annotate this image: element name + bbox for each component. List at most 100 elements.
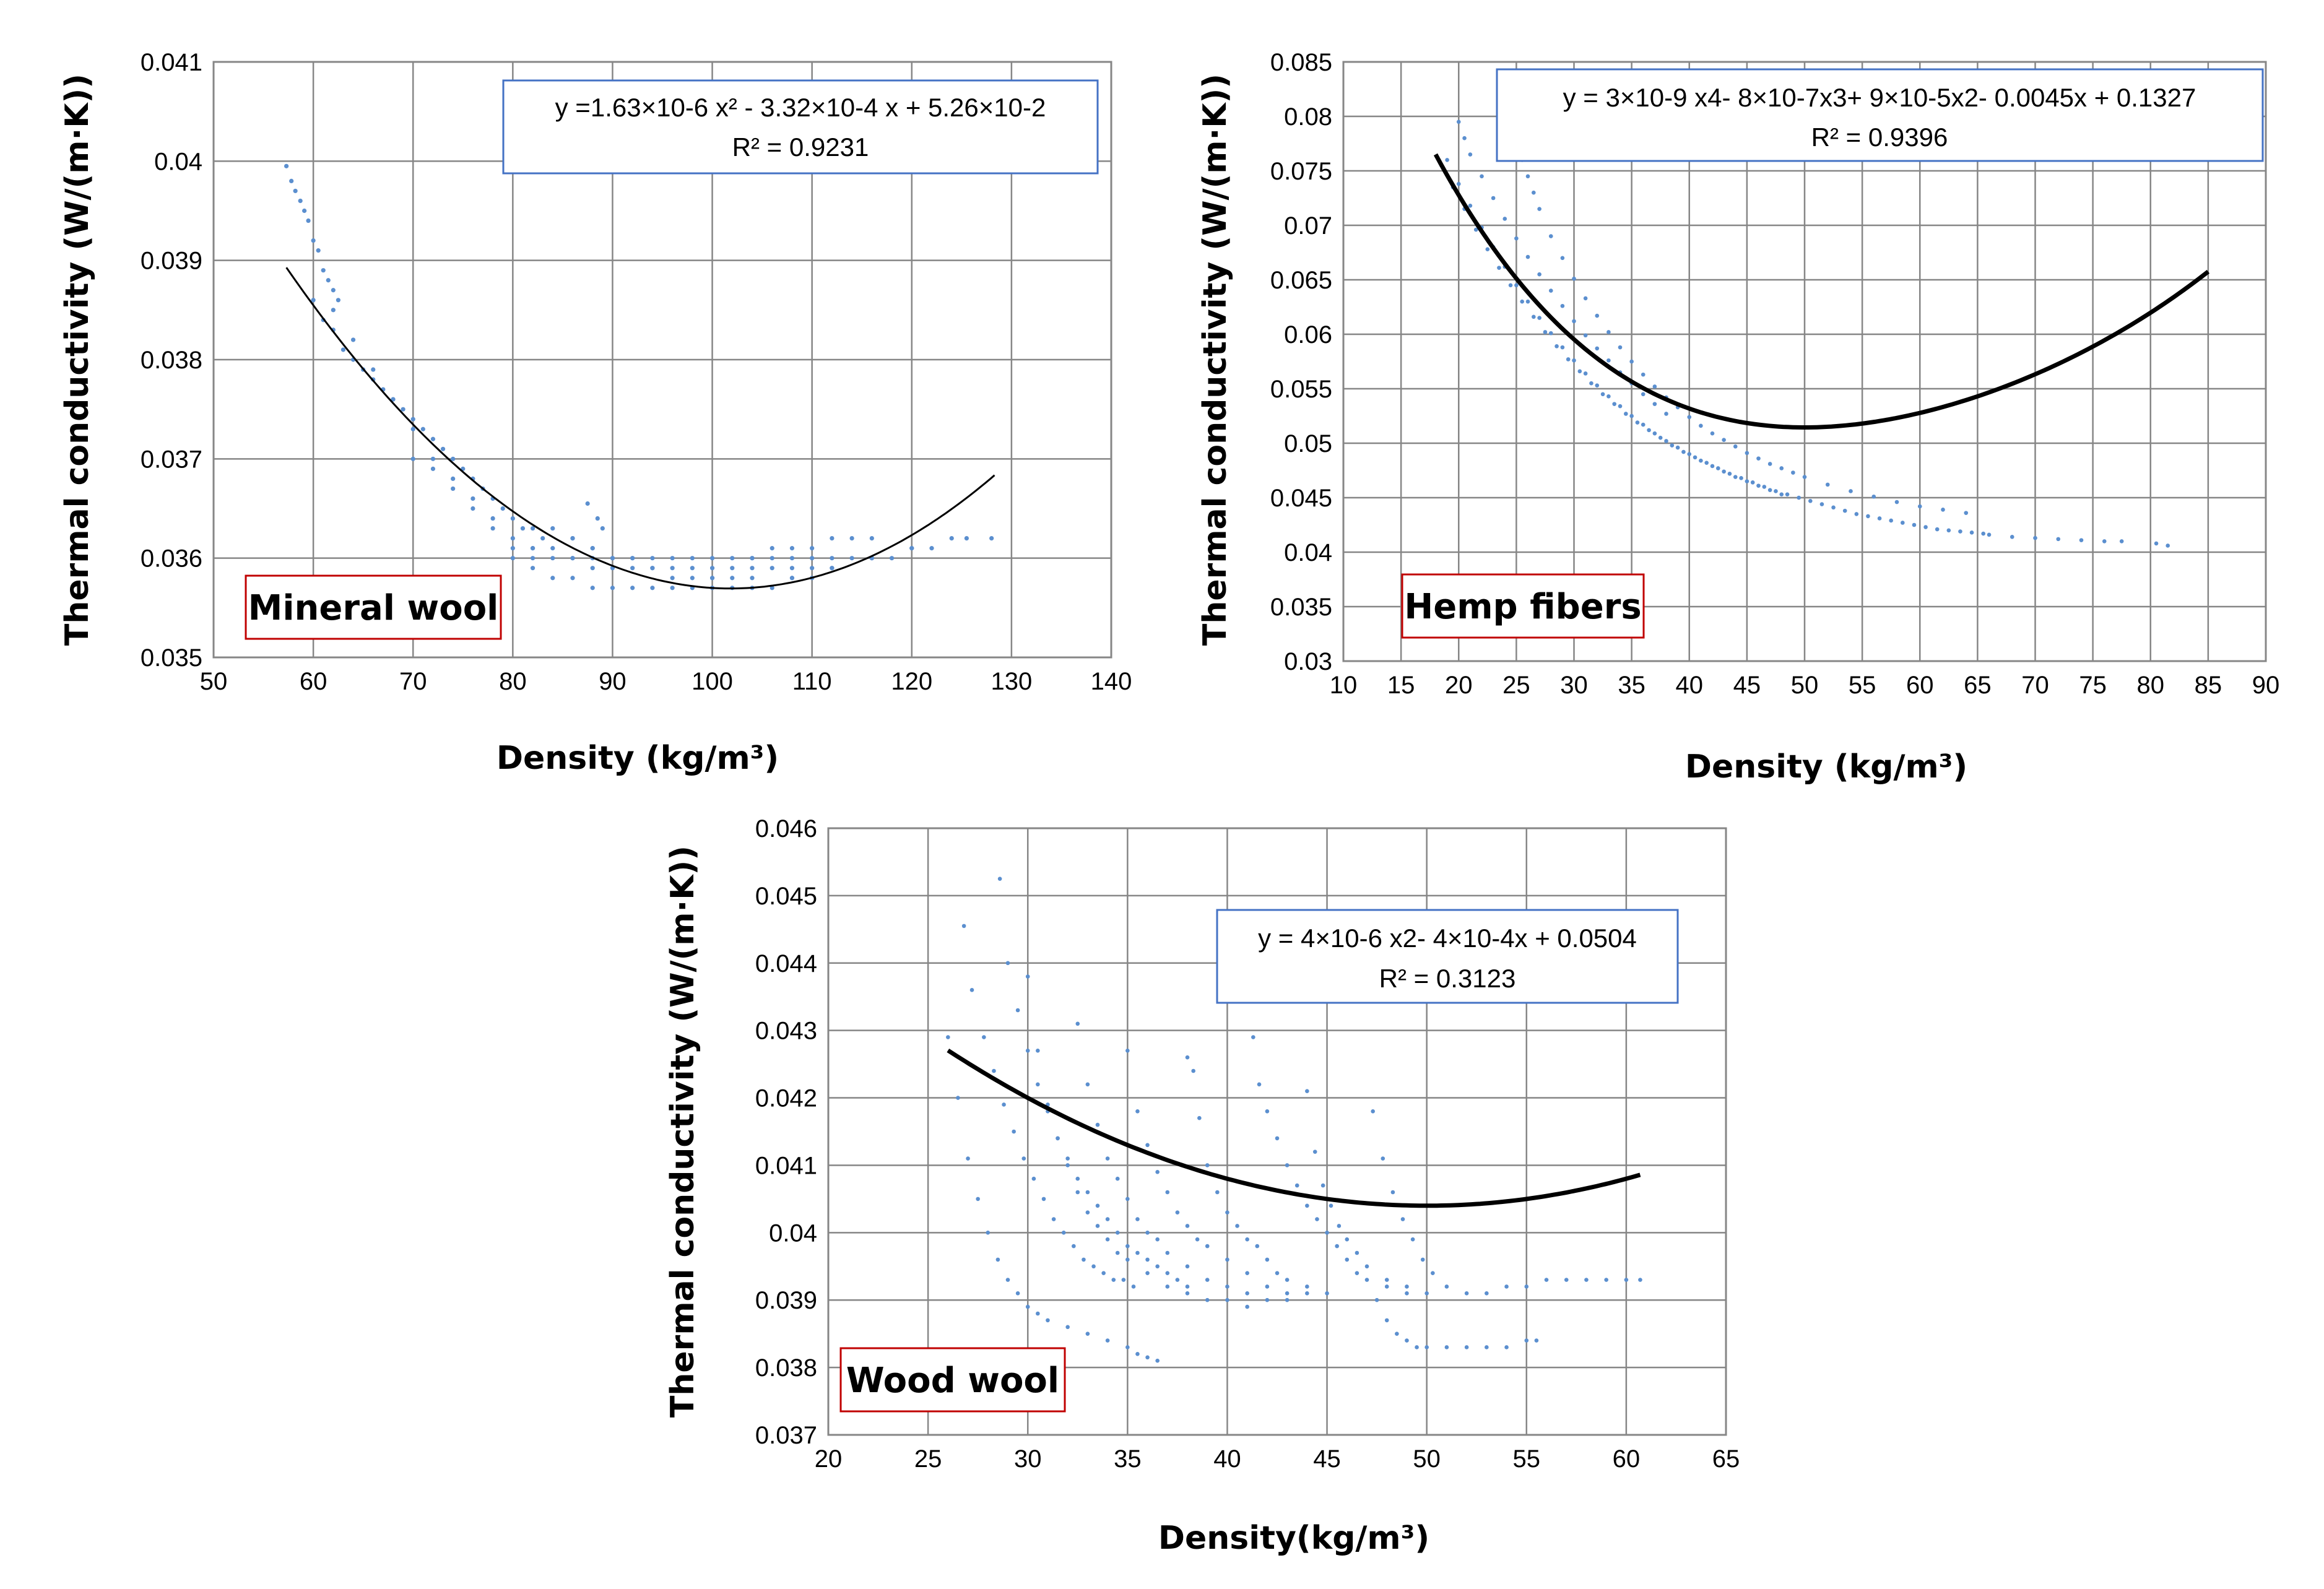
data-point bbox=[1225, 1284, 1229, 1289]
data-point bbox=[1889, 518, 1893, 523]
data-point bbox=[1105, 1156, 1110, 1161]
data-point bbox=[1075, 1021, 1080, 1026]
data-point bbox=[1901, 521, 1905, 525]
data-point bbox=[690, 566, 695, 571]
data-point bbox=[1165, 1190, 1170, 1195]
data-point bbox=[1025, 1304, 1030, 1309]
data-point bbox=[1015, 1291, 1020, 1296]
data-point bbox=[989, 536, 994, 541]
data-point bbox=[1415, 1345, 1419, 1349]
data-point bbox=[540, 536, 545, 541]
data-point bbox=[1191, 1068, 1195, 1073]
data-point bbox=[1849, 489, 1853, 493]
data-point bbox=[1285, 1163, 1290, 1167]
data-point bbox=[1125, 1257, 1130, 1262]
data-point bbox=[1716, 466, 1720, 470]
data-point bbox=[1105, 1237, 1110, 1242]
x-tick-label: 50 bbox=[1791, 672, 1819, 699]
y-tick-labels: 0.03 0.035 0.04 0.045 0.05 0.055 0.06 0.065 0.07… bbox=[1270, 49, 1332, 675]
x-tick-label: 40 bbox=[1676, 672, 1704, 699]
data-point bbox=[1548, 331, 1553, 336]
data-point bbox=[1504, 1345, 1509, 1349]
data-point bbox=[1285, 1297, 1290, 1302]
data-point bbox=[1699, 423, 1703, 428]
data-point bbox=[1583, 371, 1588, 376]
data-point bbox=[869, 536, 874, 541]
data-point bbox=[1641, 422, 1645, 427]
data-point bbox=[810, 556, 815, 561]
y-tick-label: 0.075 bbox=[1270, 158, 1332, 185]
data-point bbox=[1710, 431, 1715, 436]
data-point bbox=[1606, 330, 1611, 334]
data-point bbox=[1548, 288, 1553, 293]
data-point bbox=[1185, 1055, 1190, 1060]
data-point bbox=[1485, 247, 1490, 252]
x-tick-label: 130 bbox=[991, 668, 1033, 695]
data-point bbox=[1065, 1163, 1070, 1167]
data-point bbox=[909, 546, 914, 551]
data-point bbox=[1774, 489, 1778, 493]
x-tick-label: 110 bbox=[792, 668, 832, 695]
data-point bbox=[1595, 383, 1600, 388]
data-point bbox=[1225, 1210, 1229, 1214]
data-point bbox=[750, 556, 755, 561]
data-point bbox=[1842, 508, 1847, 513]
y-tick-label: 0.07 bbox=[1284, 212, 1332, 240]
data-point bbox=[1560, 303, 1565, 308]
y-tick-label: 0.06 bbox=[1284, 321, 1332, 349]
data-point bbox=[470, 506, 475, 511]
data-point bbox=[1618, 345, 1623, 350]
data-point bbox=[1225, 1257, 1229, 1262]
data-point bbox=[1687, 415, 1692, 420]
data-point bbox=[1917, 504, 1922, 509]
plot-border bbox=[1342, 61, 2267, 662]
data-point bbox=[770, 556, 774, 561]
data-point bbox=[1866, 514, 1870, 519]
data-point bbox=[1756, 483, 1761, 488]
chart-wood-wool: 20 25 30 35 40 45 50 55 60 65 0.037 0.038 0.039 0.04… bbox=[664, 815, 1740, 1557]
data-point bbox=[1015, 1008, 1020, 1013]
y-axis-title: Thermal conductivity (W/(m·K)) bbox=[1197, 74, 1234, 646]
data-point bbox=[1589, 381, 1593, 386]
data-point bbox=[1065, 1325, 1070, 1330]
x-tick-label: 30 bbox=[1560, 672, 1588, 699]
data-point bbox=[1877, 516, 1882, 521]
data-point bbox=[430, 456, 436, 461]
data-point bbox=[1245, 1271, 1249, 1275]
data-point bbox=[1025, 974, 1030, 979]
x-tick-label: 35 bbox=[1618, 672, 1645, 699]
data-point bbox=[1384, 1278, 1389, 1282]
x-tick-label: 85 bbox=[2195, 672, 2222, 699]
data-point bbox=[1125, 1049, 1130, 1053]
data-point bbox=[1245, 1291, 1249, 1296]
data-point bbox=[1145, 1143, 1150, 1148]
data-point bbox=[1894, 500, 1899, 504]
data-point bbox=[1681, 449, 1686, 454]
data-point bbox=[1364, 1264, 1369, 1269]
trendline bbox=[947, 1048, 1641, 1208]
data-point bbox=[1687, 452, 1692, 456]
data-point bbox=[1745, 451, 1750, 456]
data-point bbox=[1964, 511, 1969, 515]
x-tick-label: 90 bbox=[599, 668, 627, 695]
data-point bbox=[1374, 1297, 1379, 1302]
y-tick-label: 0.041 bbox=[755, 1152, 817, 1179]
data-point bbox=[1145, 1271, 1150, 1275]
data-point bbox=[1958, 529, 1962, 534]
data-point bbox=[830, 556, 835, 561]
data-point bbox=[1670, 443, 1675, 448]
data-point bbox=[1400, 1217, 1405, 1221]
data-point bbox=[1473, 227, 1478, 232]
x-tick-label: 60 bbox=[300, 668, 327, 695]
data-point bbox=[1305, 1089, 1309, 1093]
x-axis-title: Density(kg/m³) bbox=[1158, 1520, 1429, 1557]
material-label-box: Hemp fibers bbox=[1401, 573, 1645, 639]
data-point bbox=[1693, 455, 1697, 460]
data-point bbox=[1534, 1338, 1539, 1343]
equation-text: y =1.63×10-6 x² - 3.32×10-4 x + 5.26×10-… bbox=[555, 93, 1046, 122]
data-point bbox=[1502, 217, 1507, 221]
y-tick-label: 0.044 bbox=[755, 950, 817, 977]
data-point bbox=[1345, 1257, 1350, 1262]
data-point bbox=[650, 556, 655, 561]
data-point bbox=[1257, 1082, 1262, 1087]
